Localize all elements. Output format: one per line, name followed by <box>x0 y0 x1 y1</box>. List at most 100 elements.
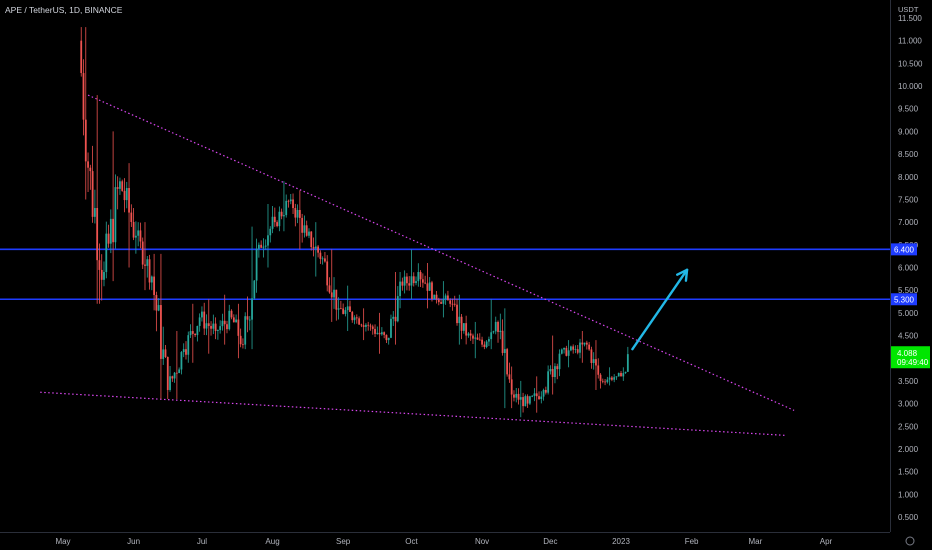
time-axis[interactable]: May Jun Jul Aug Sep Oct Nov Dec 2023 Feb Mar Apr <box>0 532 890 547</box>
candle <box>380 327 383 336</box>
candle <box>212 314 215 335</box>
candle <box>626 346 629 372</box>
candle <box>435 291 438 304</box>
candle <box>567 340 570 368</box>
candle <box>132 208 135 241</box>
candle <box>554 363 556 384</box>
y-tick-label: 2.500 <box>898 422 919 431</box>
candle <box>599 373 602 389</box>
candle <box>144 222 146 291</box>
candle <box>335 289 338 321</box>
candle <box>547 365 550 395</box>
candle <box>139 222 142 249</box>
candle <box>150 275 153 291</box>
candle <box>403 270 406 294</box>
candle <box>187 331 190 363</box>
hline-tag-1 <box>891 293 917 306</box>
candle <box>383 331 386 339</box>
y-tick-label: 7.500 <box>898 195 919 204</box>
candle <box>506 347 509 377</box>
candle <box>385 334 388 344</box>
candle <box>503 308 506 409</box>
candle <box>365 323 367 332</box>
y-tick-label: 7.000 <box>898 218 919 227</box>
candle <box>576 344 579 355</box>
candle <box>351 310 354 323</box>
candle <box>305 220 308 237</box>
candle <box>474 321 477 359</box>
candle <box>153 253 156 311</box>
candle <box>119 177 121 195</box>
settings-gear-icon[interactable] <box>905 536 915 546</box>
candle <box>524 394 527 407</box>
candle <box>146 255 149 278</box>
trendlines <box>40 94 795 436</box>
candle <box>538 391 540 401</box>
candle <box>285 194 288 218</box>
candle <box>175 331 178 400</box>
candle <box>269 226 272 243</box>
candle <box>262 238 265 258</box>
candle <box>508 362 511 383</box>
candle <box>264 239 267 250</box>
candle <box>226 320 228 334</box>
candle <box>606 376 609 384</box>
candle <box>551 335 554 395</box>
candle <box>105 221 108 279</box>
x-tick-label: Oct <box>405 537 418 546</box>
candle <box>346 285 349 332</box>
candle <box>333 277 335 309</box>
candle <box>588 341 591 351</box>
candle <box>419 270 422 288</box>
candle <box>488 336 490 346</box>
candle <box>444 293 447 305</box>
candle <box>107 224 110 248</box>
candle <box>294 203 297 227</box>
candle <box>324 252 326 263</box>
candle <box>210 321 212 336</box>
candle <box>490 299 493 350</box>
candle <box>121 179 124 192</box>
candle <box>221 313 224 331</box>
candle <box>273 207 276 227</box>
candle <box>342 303 345 315</box>
candle <box>205 314 208 336</box>
candle <box>622 367 625 381</box>
candle <box>230 309 233 320</box>
candle <box>326 255 329 292</box>
candle <box>244 312 247 350</box>
candle <box>604 379 606 386</box>
candle <box>431 280 433 302</box>
candle <box>141 237 144 269</box>
candle <box>355 314 358 324</box>
candle <box>103 261 105 287</box>
price-axis-unit: USDT <box>898 5 919 14</box>
candle <box>314 222 317 277</box>
y-tick-label: 8.500 <box>898 150 919 159</box>
candle <box>84 27 87 200</box>
candle <box>465 315 468 345</box>
candle <box>337 297 340 320</box>
hline-tag-0 <box>891 243 917 256</box>
candle <box>283 181 285 232</box>
plot-pane[interactable] <box>0 27 890 436</box>
candle <box>98 243 101 304</box>
x-tick-label: Jun <box>127 537 140 546</box>
candle <box>526 394 529 408</box>
candle <box>544 386 547 395</box>
candle <box>298 190 301 250</box>
axis-settings-corner[interactable] <box>905 536 915 546</box>
candle <box>123 178 126 213</box>
candle <box>137 222 140 247</box>
trendline-lower <box>40 391 786 436</box>
candle <box>180 350 183 375</box>
candle <box>494 316 497 335</box>
candle <box>558 349 561 377</box>
price-axis[interactable]: USDT 0.500 1.000 1.500 2.000 2.500 3.000 3.500… <box>890 0 931 532</box>
candle <box>387 337 390 345</box>
candle <box>87 152 89 192</box>
candle <box>178 367 181 374</box>
trendline-upper <box>87 94 795 411</box>
candle <box>371 324 374 335</box>
